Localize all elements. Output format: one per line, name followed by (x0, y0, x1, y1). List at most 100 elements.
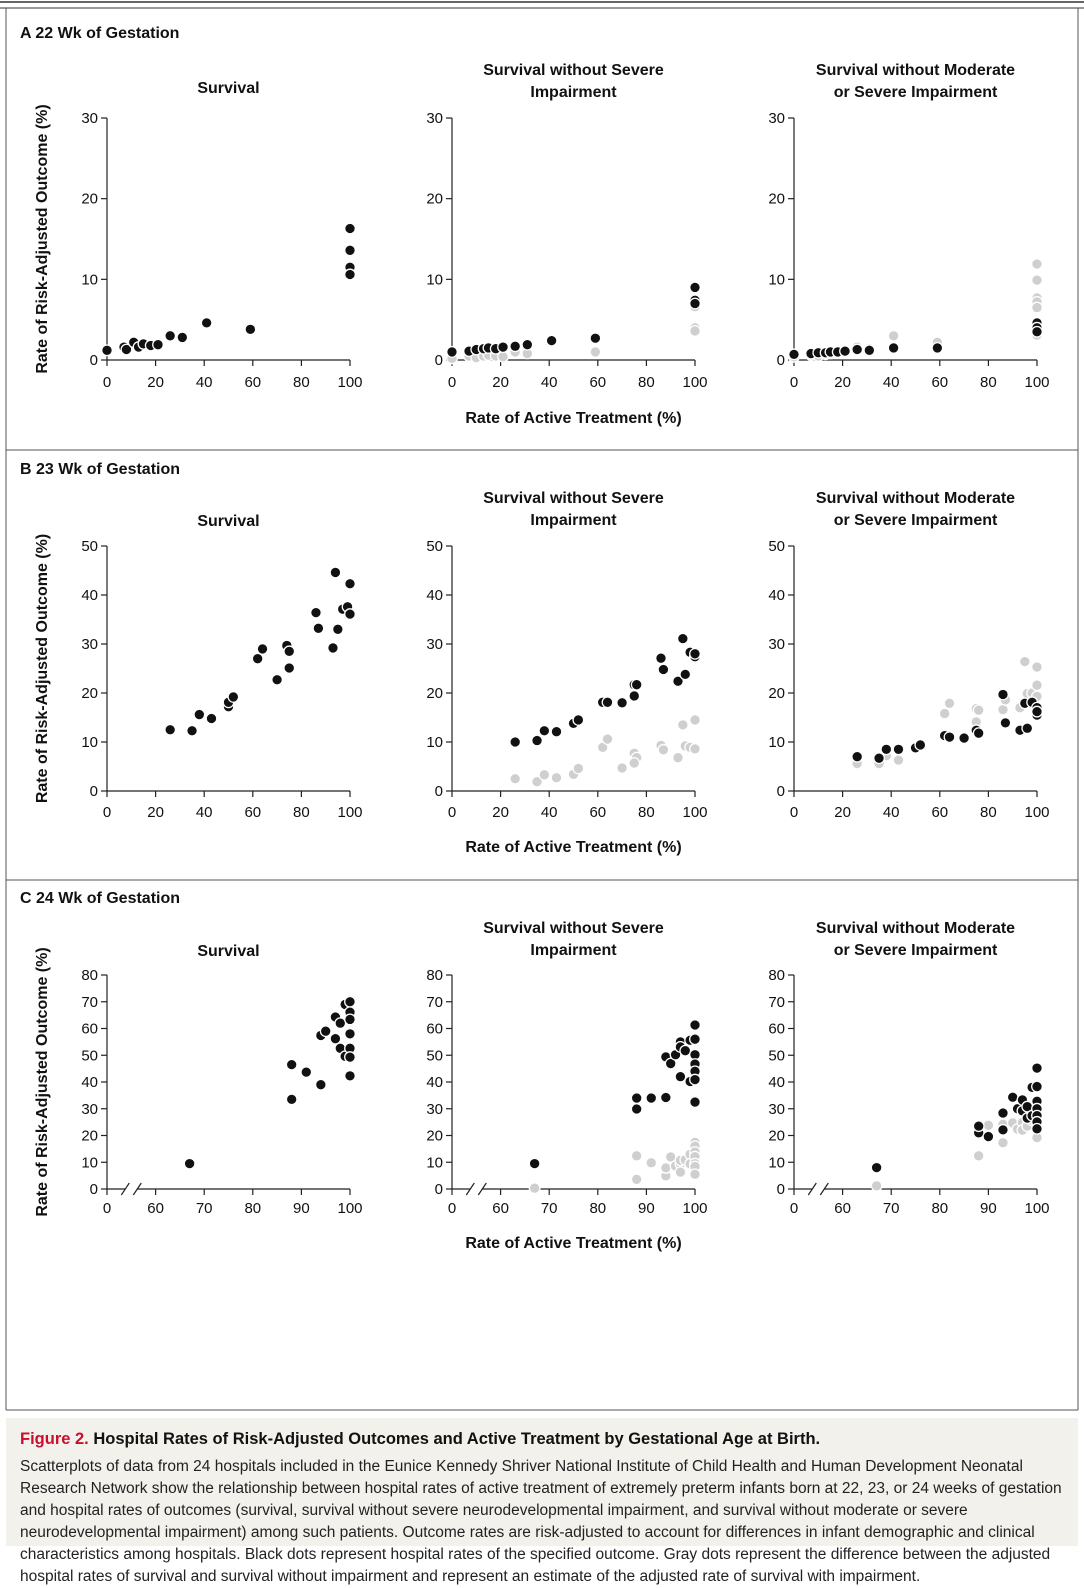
x-tick-label: 90 (293, 1200, 310, 1217)
panel-title-A: A 22 Wk of Gestation (20, 25, 179, 42)
x-axis-label: Rate of Active Treatment (%) (465, 839, 681, 856)
y-axis-label: Rate of Risk-Adjusted Outcome (%) (34, 534, 51, 803)
black-point (628, 689, 641, 702)
x-tick-label: 40 (196, 374, 213, 391)
x-tick-label: 40 (883, 804, 900, 821)
gray-point (689, 325, 701, 337)
panel-title-C: C 24 Wk of Gestation (20, 890, 180, 907)
x-tick-label: 0 (448, 804, 456, 821)
black-point (839, 345, 851, 358)
axis-break-mark (120, 1182, 130, 1196)
chart-title: Impairment (530, 512, 617, 529)
y-tick-label: 10 (426, 271, 443, 288)
gray-point (1031, 679, 1043, 692)
x-tick-label: 20 (492, 374, 509, 391)
x-tick-label: 60 (244, 374, 261, 391)
gray-point (630, 1149, 643, 1162)
black-point (327, 641, 339, 654)
y-tick-label: 70 (81, 994, 98, 1011)
black-point (931, 341, 944, 354)
black-point (344, 577, 356, 590)
black-point (227, 690, 240, 703)
gray-point (659, 1161, 672, 1174)
black-point (344, 1051, 356, 1064)
gray-point (601, 733, 614, 746)
black-point (655, 652, 667, 665)
black-point (1031, 1062, 1043, 1075)
x-tick-label: 40 (541, 804, 558, 821)
y-tick-label: 20 (768, 191, 785, 208)
x-tick-label: 100 (337, 1200, 362, 1217)
black-point (312, 622, 325, 635)
panel-title-text: 22 Wk of Gestation (35, 25, 179, 42)
x-tick-label: 100 (1024, 374, 1049, 391)
x-tick-label: 80 (293, 804, 310, 821)
y-tick-label: 20 (81, 191, 98, 208)
chart-title: Survival (197, 80, 259, 97)
x-tick-label: 20 (834, 804, 851, 821)
x-tick-label: 20 (147, 374, 164, 391)
black-point (344, 222, 356, 235)
x-tick-label: 70 (541, 1200, 558, 1217)
y-tick-label: 10 (81, 271, 98, 288)
y-tick-label: 60 (81, 1021, 98, 1038)
black-point (689, 1033, 701, 1046)
y-tick-label: 10 (768, 271, 785, 288)
y-tick-label: 20 (426, 685, 443, 702)
gray-point (1031, 301, 1043, 314)
x-axis-label: Rate of Active Treatment (%) (465, 1235, 681, 1252)
y-tick-label: 30 (426, 636, 443, 653)
y-tick-label: 40 (768, 1074, 785, 1091)
y-tick-label: 30 (81, 636, 98, 653)
axis-break-mark (465, 1182, 475, 1196)
black-point (689, 297, 701, 310)
y-tick-label: 0 (777, 352, 785, 369)
x-tick-label: 60 (244, 804, 261, 821)
black-point (914, 738, 927, 751)
black-point (101, 344, 113, 357)
panel-letter: A (20, 25, 35, 42)
chart-title: Survival (197, 943, 259, 960)
x-tick-label: 20 (834, 374, 851, 391)
y-tick-label: 20 (768, 685, 785, 702)
x-axis-label: Rate of Active Treatment (%) (465, 410, 681, 427)
gray-point (689, 714, 701, 726)
black-point (285, 1093, 298, 1106)
gray-point (528, 1182, 541, 1195)
x-tick-label: 40 (541, 374, 558, 391)
x-tick-label: 80 (589, 1200, 606, 1217)
gray-point (674, 1166, 687, 1179)
y-tick-label: 50 (426, 538, 443, 555)
y-tick-label: 30 (768, 110, 785, 127)
gray-point (509, 772, 522, 785)
black-point (344, 268, 356, 281)
black-point (344, 1069, 356, 1082)
x-tick-label: 0 (103, 1200, 111, 1217)
black-point (545, 334, 558, 347)
gray-point (892, 754, 905, 767)
x-tick-label: 100 (1024, 804, 1049, 821)
panel-letter: B (20, 461, 36, 478)
x-tick-label: 80 (980, 374, 997, 391)
gray-point (589, 345, 602, 358)
gray-point (1031, 661, 1043, 673)
gray-point (1018, 655, 1031, 668)
y-tick-label: 10 (768, 1154, 785, 1171)
chart-title: Survival without Moderate (816, 62, 1015, 79)
gray-point (531, 775, 544, 788)
x-tick-label: 100 (337, 804, 362, 821)
y-tick-label: 50 (81, 538, 98, 555)
y-tick-label: 10 (81, 1154, 98, 1171)
black-point (863, 344, 876, 357)
x-tick-label: 0 (448, 1200, 456, 1217)
gray-point (938, 707, 951, 720)
black-point (972, 1120, 985, 1133)
gray-point (550, 771, 563, 784)
y-tick-label: 30 (81, 1101, 98, 1118)
x-tick-label: 90 (638, 1200, 655, 1217)
black-point (200, 316, 213, 329)
black-point (521, 338, 534, 351)
black-point (630, 1103, 643, 1115)
black-point (659, 1091, 672, 1104)
y-tick-label: 0 (435, 783, 443, 800)
